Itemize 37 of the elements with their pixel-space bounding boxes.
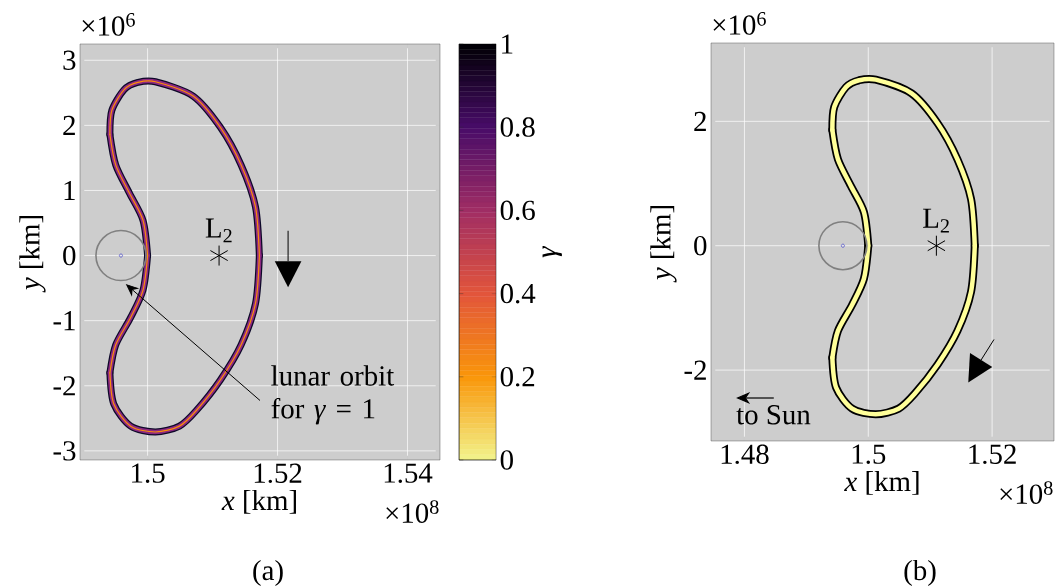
color-bar-label: 0 xyxy=(500,450,513,470)
y-tick-label: 1 xyxy=(64,180,75,200)
y-tick-label: -2 xyxy=(684,360,706,380)
y-tick-label: 0 xyxy=(694,235,707,256)
x-tick-label: 1.48 xyxy=(721,444,769,465)
text: ×10$^{6}$ xyxy=(82,13,135,36)
text: ×10$^{6}$ xyxy=(713,12,766,35)
y-tick-label: -3 xyxy=(53,441,76,461)
y-tick-label: -2 xyxy=(53,376,75,396)
x-axis-title: x [km] xyxy=(221,489,296,514)
color-bar-label: 0.6 xyxy=(500,200,535,221)
y-axis-title: y [km] xyxy=(650,206,677,283)
annotation: L$_{2}$ xyxy=(205,218,232,243)
color-bar-label: 0.8 xyxy=(500,117,535,137)
y-tick-label: 2 xyxy=(694,111,706,131)
annotation: L$_{2}$ xyxy=(923,208,949,233)
color-bar-title: γ xyxy=(542,245,562,258)
color-bar-label: 1 xyxy=(502,34,513,54)
y-tick-label: 2 xyxy=(63,115,75,135)
x-axis-title: x [km] xyxy=(844,470,919,495)
x-tick-label: 1.52 xyxy=(969,444,1016,465)
y-tick-label: 0 xyxy=(63,245,76,266)
annotation: to Sun xyxy=(736,405,811,425)
y-axis-title: y [km] xyxy=(19,216,46,293)
text: (b) xyxy=(904,559,936,587)
text: (a) xyxy=(253,559,283,587)
x-tick-label: 1.54 xyxy=(384,463,433,483)
y-tick-label: 3 xyxy=(63,50,76,70)
x-tick-label: 1.5 xyxy=(852,444,886,464)
y-tick-label: -1 xyxy=(53,311,75,331)
x-tick-label: 1.5 xyxy=(132,463,165,483)
text: ×10$^{8}$ xyxy=(386,500,439,523)
color-bar-label: 0.4 xyxy=(500,283,536,304)
color-bar-label: 0.2 xyxy=(500,366,535,387)
x-tick-label: 1.52 xyxy=(254,463,302,484)
text: ×10$^{8}$ xyxy=(1000,481,1053,504)
annotation: lunar orbit for γ = 1 xyxy=(271,365,395,425)
